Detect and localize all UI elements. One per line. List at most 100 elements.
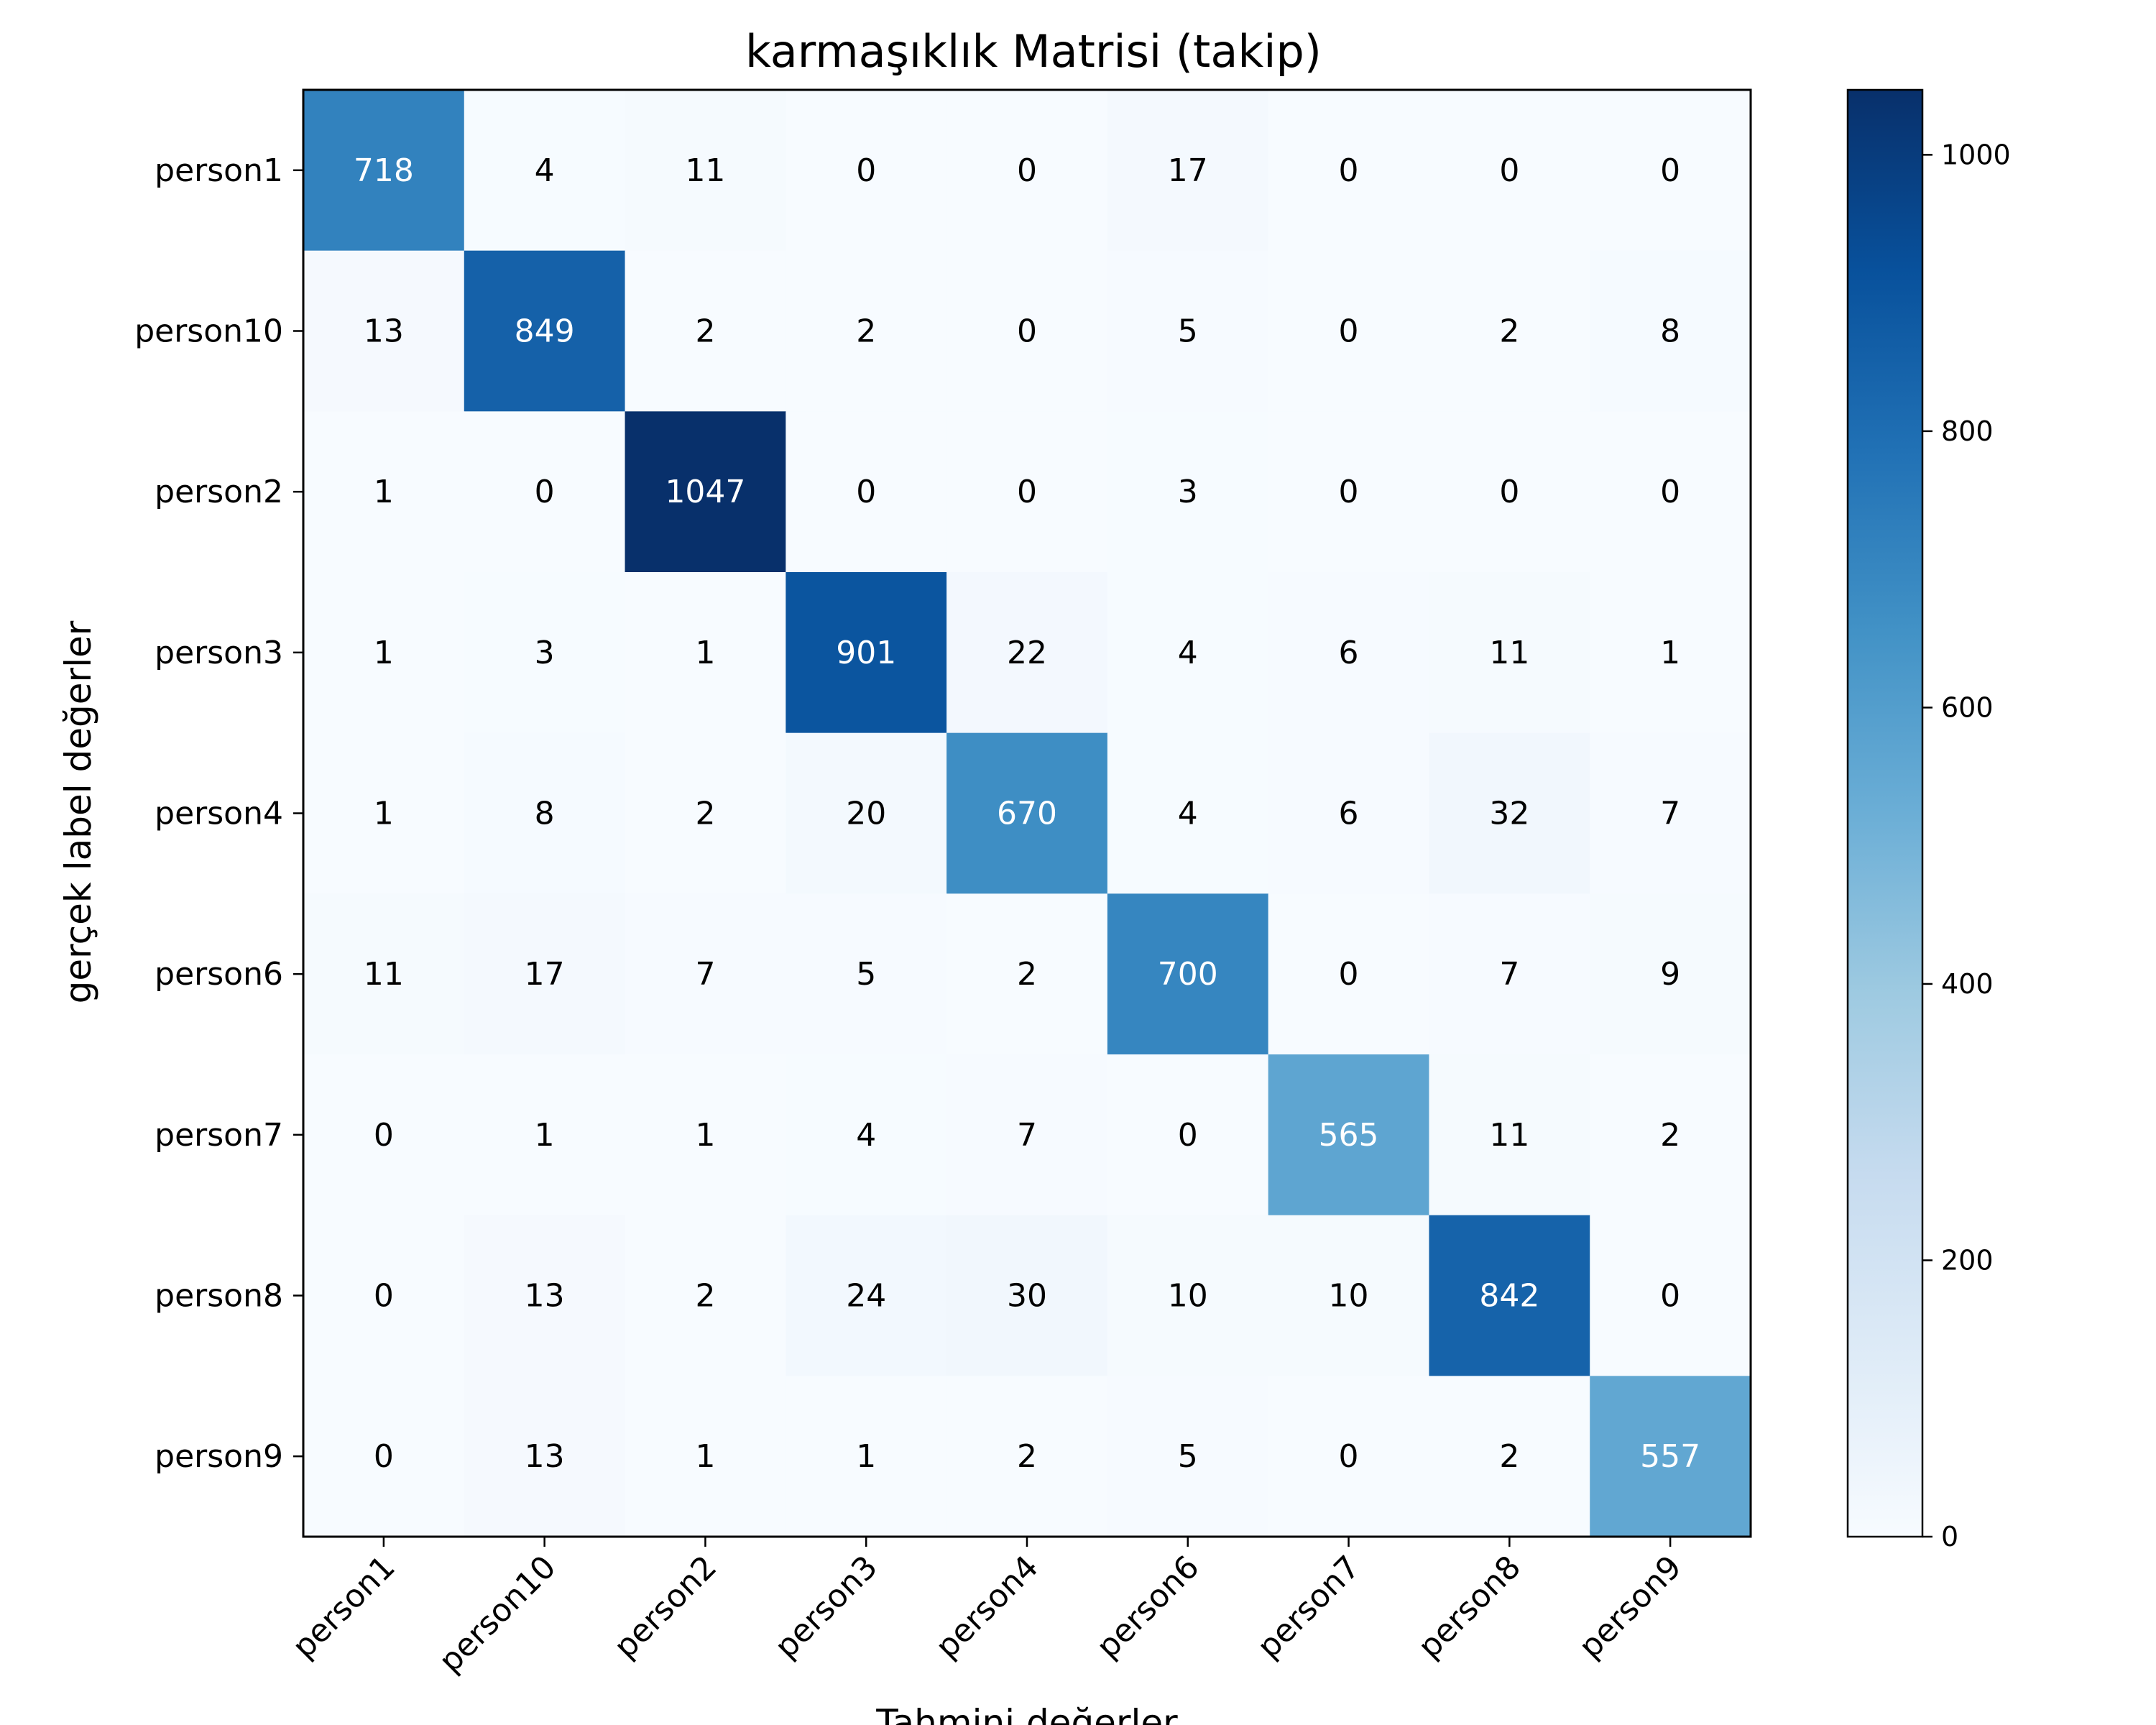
cell-value-label: 2	[1017, 1438, 1037, 1475]
heatmap-cell	[625, 893, 786, 1055]
heatmap-cell	[464, 1215, 626, 1376]
colorbar-tick-label: 0	[1941, 1521, 1958, 1552]
cell-value-label: 11	[364, 956, 404, 993]
heatmap-cell	[786, 411, 947, 573]
heatmap-cell	[1107, 411, 1269, 573]
cell-value-label: 10	[1168, 1278, 1208, 1315]
heatmap-cell	[786, 893, 947, 1055]
heatmap-cell	[1590, 572, 1751, 734]
y-tick-label: person1	[155, 152, 283, 189]
heatmap-cell	[464, 411, 626, 573]
heatmap-cell	[1429, 572, 1590, 734]
heatmap-cell	[1590, 1215, 1751, 1376]
cell-value-label: 11	[685, 152, 725, 189]
cell-value-label: 7	[695, 956, 715, 993]
x-tick-label: person7	[1250, 1549, 1368, 1666]
cell-value-label: 0	[856, 474, 876, 510]
cell-value-label: 10	[1329, 1278, 1369, 1315]
heatmap-cell	[303, 1054, 465, 1216]
heatmap-cell	[1268, 1054, 1430, 1216]
cell-value-label: 557	[1640, 1438, 1700, 1475]
cell-value-label: 4	[856, 1117, 876, 1154]
heatmap-cell	[464, 732, 626, 894]
heatmap-cell	[946, 732, 1108, 894]
cell-value-label: 0	[1017, 152, 1037, 189]
heatmap-cell	[625, 1215, 786, 1376]
heatmap-cell	[464, 893, 626, 1055]
cell-value-label: 5	[856, 956, 876, 993]
cell-value-label: 2	[1499, 313, 1519, 350]
x-tick-label: person4	[929, 1549, 1046, 1666]
cell-value-label: 2	[1017, 956, 1037, 993]
cell-value-label: 1	[374, 474, 394, 510]
y-tick-label: person8	[155, 1278, 283, 1315]
cell-value-label: 2	[1499, 1438, 1519, 1475]
cell-value-label: 13	[525, 1278, 565, 1315]
cell-value-label: 32	[1489, 796, 1529, 832]
cell-value-label: 1	[856, 1438, 876, 1475]
heatmap-cell	[1268, 732, 1430, 894]
heatmap-cell	[1429, 411, 1590, 573]
cell-value-label: 0	[1339, 474, 1359, 510]
cell-value-label: 3	[535, 635, 555, 671]
cell-value-label: 0	[1660, 474, 1680, 510]
y-tick-label: person2	[155, 474, 283, 510]
heatmap-cell	[786, 250, 947, 412]
cell-value-label: 0	[1339, 313, 1359, 350]
heatmap-cell	[946, 250, 1108, 412]
heatmap-cell	[464, 250, 626, 412]
colorbar	[1846, 88, 1924, 1538]
heatmap-cell	[946, 1215, 1108, 1376]
cell-value-label: 4	[535, 152, 555, 189]
heatmap-cell	[464, 1376, 626, 1537]
heatmap-cell	[1590, 90, 1751, 252]
x-tick-label: person10	[432, 1549, 563, 1680]
cell-value-label: 2	[695, 796, 715, 832]
heatmap-cell	[1107, 1054, 1269, 1216]
cell-value-label: 0	[1499, 474, 1519, 510]
cell-value-label: 0	[1339, 956, 1359, 993]
x-axis-ticks: person1 person10 person2 person3 person4 pers…	[285, 1537, 1689, 1680]
heatmap-cell	[1268, 572, 1430, 734]
heatmap-cell	[1429, 893, 1590, 1055]
cell-value-label: 700	[1158, 956, 1218, 993]
cell-value-label: 11	[1489, 1117, 1529, 1154]
cell-value-label: 0	[374, 1438, 394, 1475]
cell-value-label: 24	[846, 1278, 886, 1315]
heatmap-cell	[1429, 250, 1590, 412]
cell-value-label: 6	[1339, 796, 1359, 832]
heatmap-cell	[786, 90, 947, 252]
heatmap-cell	[1429, 90, 1590, 252]
x-tick-label: person9	[1572, 1549, 1689, 1666]
heatmap-cell	[625, 732, 786, 894]
heatmap-cell	[625, 1376, 786, 1537]
cell-value-label: 8	[1660, 313, 1680, 350]
heatmap-cell	[1429, 1376, 1590, 1537]
heatmap-cell	[946, 1376, 1108, 1537]
heatmap-cell	[303, 893, 465, 1055]
cell-value-label: 1	[695, 1117, 715, 1154]
heatmap-cell	[1107, 732, 1269, 894]
heatmap-cell	[1107, 572, 1269, 734]
heatmap-cell	[786, 732, 947, 894]
heatmap-cell	[946, 411, 1108, 573]
cell-value-label: 670	[997, 796, 1057, 832]
cell-value-label: 30	[1007, 1278, 1047, 1315]
cell-value-label: 13	[364, 313, 404, 350]
y-tick-label: person4	[155, 796, 283, 832]
cell-value-label: 0	[856, 152, 876, 189]
cell-value-label: 17	[1168, 152, 1208, 189]
cell-value-label: 1	[374, 635, 394, 671]
heatmap-cell	[464, 572, 626, 734]
cell-value-label: 20	[846, 796, 886, 832]
heatmap-cell	[303, 572, 465, 734]
colorbar-tick-label: 800	[1941, 415, 1994, 447]
heatmap-cell	[1429, 1215, 1590, 1376]
y-tick-label: person10	[134, 313, 283, 350]
heatmap-cell	[625, 90, 786, 252]
heatmap-cell	[946, 572, 1108, 734]
heatmap-cell	[1590, 1376, 1751, 1537]
cell-value-label: 1047	[665, 474, 745, 510]
cell-value-label: 2	[1660, 1117, 1680, 1154]
